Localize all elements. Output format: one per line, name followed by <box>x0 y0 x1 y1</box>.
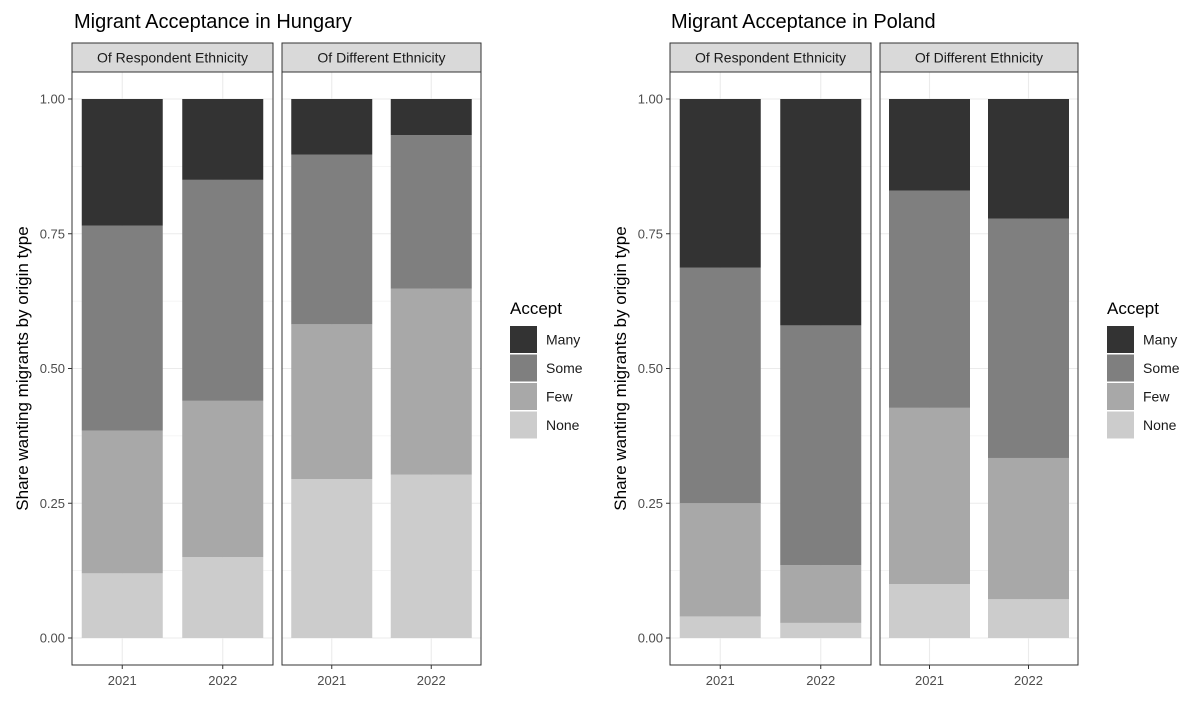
y-axis-label: Share wanting migrants by origin type <box>611 226 630 510</box>
y-tick-label: 0.75 <box>40 226 65 241</box>
bar-segment-some <box>390 135 472 289</box>
bar-segment-some <box>988 218 1069 458</box>
bar-segment-many <box>291 99 373 155</box>
panel-border <box>669 71 872 666</box>
facet-strip <box>879 42 1079 73</box>
y-tick-label: 0.00 <box>638 631 663 646</box>
bar-segment-some <box>889 190 970 408</box>
x-tick-label: 2022 <box>417 673 446 688</box>
legend-label: None <box>546 417 580 433</box>
bar-segment-none <box>182 557 264 638</box>
chart-0: Migrant Acceptance in Hungary Share wanti… <box>13 11 583 688</box>
bar-segment-none <box>390 474 472 638</box>
y-tick-label: 0.25 <box>40 496 65 511</box>
x-tick-label: 2021 <box>706 673 735 688</box>
bar-segment-few <box>81 430 163 574</box>
bar-segment-few <box>291 324 373 479</box>
legend-label: Few <box>546 389 573 405</box>
y-tick-label: 0.75 <box>638 226 663 241</box>
bar-segment-many <box>390 99 472 136</box>
panel-border <box>281 71 482 666</box>
bar-segment-many <box>780 99 862 326</box>
legend: Accept Many Some Few None <box>1107 299 1180 439</box>
panel-border <box>71 71 274 666</box>
facet-strip-label: Of Different Ethnicity <box>317 50 445 66</box>
legend-key-many <box>510 326 537 353</box>
legend-title: Accept <box>1107 299 1159 318</box>
bar-segment-none <box>81 573 163 638</box>
y-tick-label: 0.50 <box>638 361 663 376</box>
bar-segment-none <box>679 616 761 638</box>
facet-panel: Of Different Ethnicity 2021 2022 <box>281 42 482 688</box>
facet-strip-label: Of Respondent Ethnicity <box>97 50 248 66</box>
facet-panel: Of Respondent Ethnicity 2021 2022 <box>669 42 872 688</box>
x-tick-label: 2021 <box>915 673 944 688</box>
legend-label: Few <box>1143 389 1170 405</box>
facet-panel: Of Different Ethnicity 2021 2022 <box>879 42 1079 688</box>
bar-segment-none <box>780 622 862 638</box>
legend-label: Many <box>1143 332 1177 348</box>
bar-segment-many <box>679 99 761 268</box>
bar-segment-few <box>780 565 862 623</box>
bar-segment-many <box>889 99 970 191</box>
bar-segment-few <box>182 400 264 558</box>
y-tick-label: 1.00 <box>40 92 65 107</box>
bar-segment-few <box>679 503 761 617</box>
legend-key-none <box>1107 411 1134 439</box>
x-tick-label: 2022 <box>208 673 237 688</box>
facet-strip <box>71 42 274 73</box>
legend: Accept Many Some Few None <box>510 299 583 439</box>
legend-key-few <box>510 383 537 410</box>
facet-strip-label: Of Respondent Ethnicity <box>695 50 846 66</box>
legend-title: Accept <box>510 299 562 318</box>
y-tick-label: 0.25 <box>638 496 663 511</box>
bar-segment-some <box>780 325 862 566</box>
y-tick-label: 1.00 <box>638 92 663 107</box>
bar-segment-some <box>182 179 264 401</box>
y-axis-label: Share wanting migrants by origin type <box>13 226 32 510</box>
bar-segment-none <box>889 584 970 638</box>
x-tick-label: 2021 <box>317 673 346 688</box>
legend-label: None <box>1143 417 1177 433</box>
bar-segment-some <box>679 267 761 504</box>
bar-segment-many <box>81 99 163 226</box>
legend-key-some <box>1107 354 1134 382</box>
bar-segment-few <box>988 457 1069 600</box>
x-tick-label: 2021 <box>108 673 137 688</box>
x-tick-label: 2022 <box>806 673 835 688</box>
y-tick-label: 0.00 <box>40 631 65 646</box>
legend-key-many <box>1107 326 1134 353</box>
panel-border <box>879 71 1079 666</box>
chart-1: Migrant Acceptance in Poland Share wantin… <box>611 11 1180 688</box>
bar-segment-many <box>182 99 264 180</box>
legend-key-some <box>510 354 537 382</box>
facet-panel: Of Respondent Ethnicity 2021 2022 <box>71 42 274 688</box>
bar-segment-few <box>889 407 970 585</box>
bar-segment-many <box>988 99 1069 219</box>
bar-segment-none <box>988 599 1069 638</box>
bar-segment-some <box>291 154 373 325</box>
chart-title: Migrant Acceptance in Poland <box>671 11 936 33</box>
y-tick-label: 0.50 <box>40 361 65 376</box>
x-tick-label: 2022 <box>1014 673 1043 688</box>
bar-segment-some <box>81 225 163 431</box>
legend-label: Some <box>1143 360 1180 376</box>
legend-key-few <box>1107 383 1134 410</box>
legend-label: Some <box>546 360 583 376</box>
facet-strip <box>281 42 482 73</box>
bar-segment-few <box>390 288 472 475</box>
bar-segment-none <box>291 478 373 638</box>
legend-key-none <box>510 411 537 439</box>
legend-label: Many <box>546 332 580 348</box>
facet-strip-label: Of Different Ethnicity <box>915 50 1043 66</box>
chart-title: Migrant Acceptance in Hungary <box>74 11 352 33</box>
